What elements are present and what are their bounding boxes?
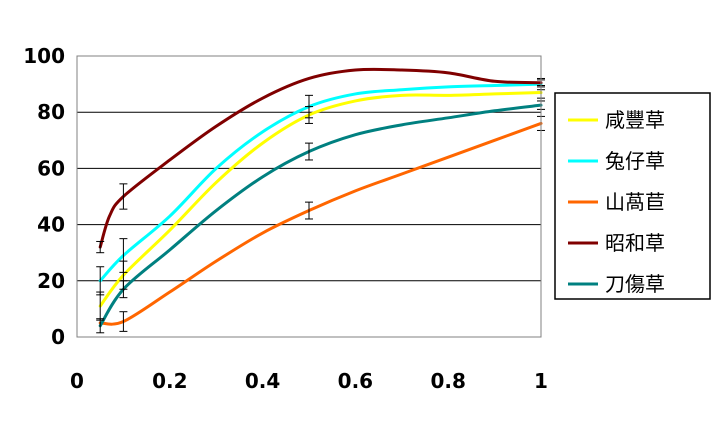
error-bar <box>119 280 128 299</box>
error-bar <box>305 201 313 220</box>
legend-item: 昭和草 <box>568 231 665 255</box>
error-bar <box>305 142 313 161</box>
y-tick-label: 100 <box>23 44 65 68</box>
x-tick-label: 0 <box>70 369 84 393</box>
error-bar <box>119 311 128 332</box>
x-axis-ticks: 0 0.2 0.4 0.6 0.8 1 <box>70 369 548 393</box>
error-bar <box>119 238 128 273</box>
legend-label: 昭和草 <box>605 231 665 255</box>
series-lines <box>98 67 543 328</box>
series-line <box>98 91 543 308</box>
legend-label: 山萵苣 <box>605 190 665 214</box>
y-axis-ticks: 0 20 40 60 80 100 <box>23 44 65 349</box>
legend-label: 咸豐草 <box>605 108 665 132</box>
y-tick-label: 80 <box>37 100 65 124</box>
plot-area-frame <box>76 55 542 338</box>
legend-item: 刀傷草 <box>568 272 665 296</box>
legend-box <box>554 92 711 300</box>
legend-item: 山萵苣 <box>568 190 665 214</box>
x-tick-label: 0.8 <box>430 369 465 393</box>
legend-label: 刀傷草 <box>605 272 665 296</box>
error-bar <box>96 266 105 296</box>
error-bar <box>305 94 313 119</box>
error-bar <box>96 240 105 254</box>
y-tick-label: 40 <box>37 213 65 237</box>
y-tick-label: 20 <box>37 269 65 293</box>
y-tick-label: 0 <box>51 325 65 349</box>
gridlines <box>77 111 541 282</box>
legend-item: 兔仔草 <box>568 149 665 173</box>
error-bar <box>96 291 105 321</box>
series-line <box>98 121 543 326</box>
x-tick-label: 0.2 <box>152 369 187 393</box>
x-tick-label: 1 <box>534 369 548 393</box>
y-tick-label: 60 <box>37 156 65 180</box>
legend-label: 兔仔草 <box>605 149 665 173</box>
x-tick-label: 0.6 <box>338 369 373 393</box>
series-line <box>98 67 543 249</box>
x-tick-label: 0.4 <box>245 369 280 393</box>
legend-item: 咸豐草 <box>568 108 665 132</box>
error-bar <box>119 183 128 210</box>
error-bar <box>96 318 105 334</box>
